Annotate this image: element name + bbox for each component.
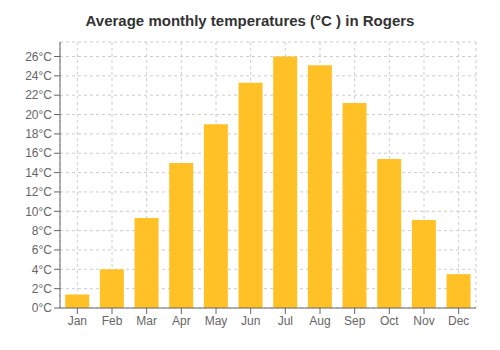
svg-text:Dec: Dec [448, 314, 469, 328]
svg-text:Oct: Oct [380, 314, 399, 328]
svg-text:Aug: Aug [309, 314, 330, 328]
html-text:Average monthly temperatures (: Average monthly temperatures (°C ) in Ro… [85, 12, 415, 29]
svg-text:May: May [205, 314, 228, 328]
svg-text:Sep: Sep [344, 314, 366, 328]
svg-text:26°C: 26°C [25, 50, 52, 64]
svg-text:12°C: 12°C [25, 185, 52, 199]
svg-text:2°C: 2°C [32, 282, 52, 296]
svg-text:6°C: 6°C [32, 243, 52, 257]
svg-text:Jun: Jun [241, 314, 260, 328]
svg-text:14°C: 14°C [25, 166, 52, 180]
svg-text:Jul: Jul [278, 314, 293, 328]
svg-text:16°C: 16°C [25, 146, 52, 160]
svg-text:Feb: Feb [102, 314, 123, 328]
svg-text:22°C: 22°C [25, 88, 52, 102]
svg-text:Jan: Jan [68, 314, 87, 328]
svg-text:24°C: 24°C [25, 69, 52, 83]
svg-text:0°C: 0°C [32, 301, 52, 315]
svg-text:10°C: 10°C [25, 205, 52, 219]
svg-text:4°C: 4°C [32, 263, 52, 277]
svg-text:Mar: Mar [136, 314, 157, 328]
svg-text:20°C: 20°C [25, 108, 52, 122]
svg-text:Nov: Nov [413, 314, 434, 328]
svg-text:Apr: Apr [172, 314, 191, 328]
svg-text:18°C: 18°C [25, 127, 52, 141]
svg-text:8°C: 8°C [32, 224, 52, 238]
